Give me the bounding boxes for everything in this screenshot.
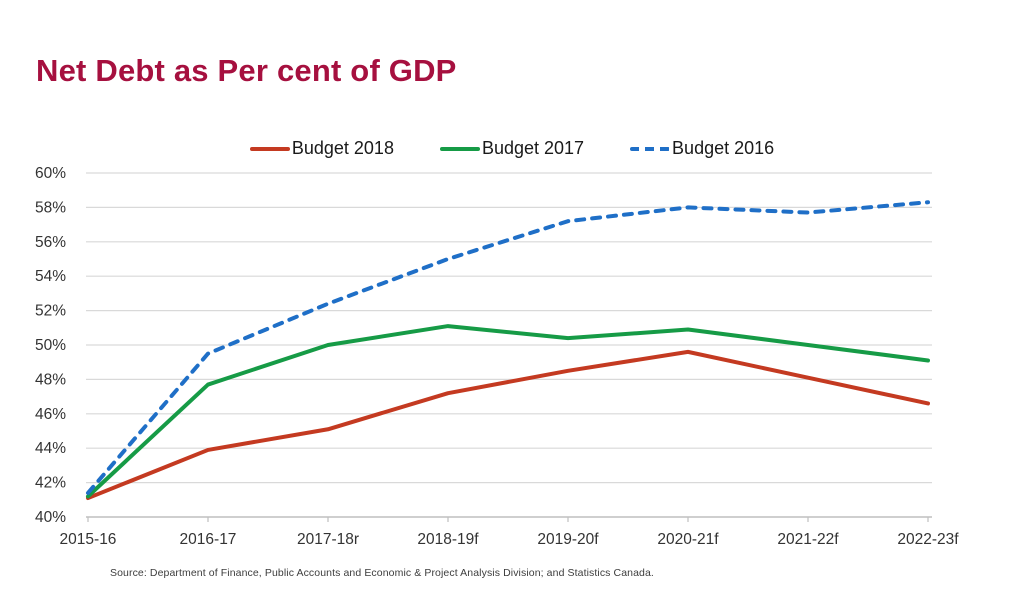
source-note: Source: Department of Finance, Public Ac…: [110, 567, 654, 579]
series-line-budget-2017: [86, 324, 930, 499]
legend-line-icon-budget-2017: [439, 146, 480, 151]
series-line-budget-2016: [86, 200, 930, 495]
y-axis-label: 56%: [35, 234, 66, 251]
x-axis-label: 2021-22f: [777, 531, 839, 548]
x-axis-label: 2020-21f: [657, 531, 719, 548]
page-title: Net Debt as Per cent of GDP: [36, 52, 457, 88]
y-axis-label: 46%: [35, 406, 66, 423]
legend-label: Budget 2017: [481, 138, 585, 158]
legend-item-budget-2016: Budget 2016: [630, 138, 774, 159]
y-axis-label: 44%: [35, 440, 66, 457]
x-axis-label: 2019-20f: [537, 531, 599, 548]
y-axis-label: 60%: [35, 165, 66, 182]
legend-item-budget-2017: Budget 2017: [439, 138, 585, 159]
x-axis-label: 2022-23f: [897, 531, 959, 548]
y-axis-label: 58%: [35, 199, 66, 216]
legend-label: Budget 2018: [291, 138, 394, 158]
y-axis-label: 54%: [35, 268, 66, 285]
x-axis-label: 2016-17: [180, 531, 237, 548]
chart-legend: Budget 2018 Budget 2017 Budget 2016: [0, 138, 1024, 159]
y-axis-label: 40%: [35, 509, 66, 526]
y-axis-label: 52%: [35, 303, 66, 320]
x-axis-label: 2018-19f: [417, 531, 479, 548]
legend-item-budget-2018: Budget 2018: [249, 138, 394, 159]
y-axis-label: 48%: [35, 371, 66, 388]
legend-line-icon-budget-2016: [630, 146, 671, 151]
x-axis-label: 2015-16: [60, 531, 117, 548]
x-axis-label: 2017-18r: [297, 531, 359, 548]
y-axis-label: 50%: [35, 337, 66, 354]
series-line-budget-2018: [86, 349, 930, 501]
legend-label: Budget 2016: [672, 138, 775, 158]
legend-line-icon-budget-2018: [249, 146, 290, 151]
y-axis-label: 42%: [35, 475, 66, 492]
